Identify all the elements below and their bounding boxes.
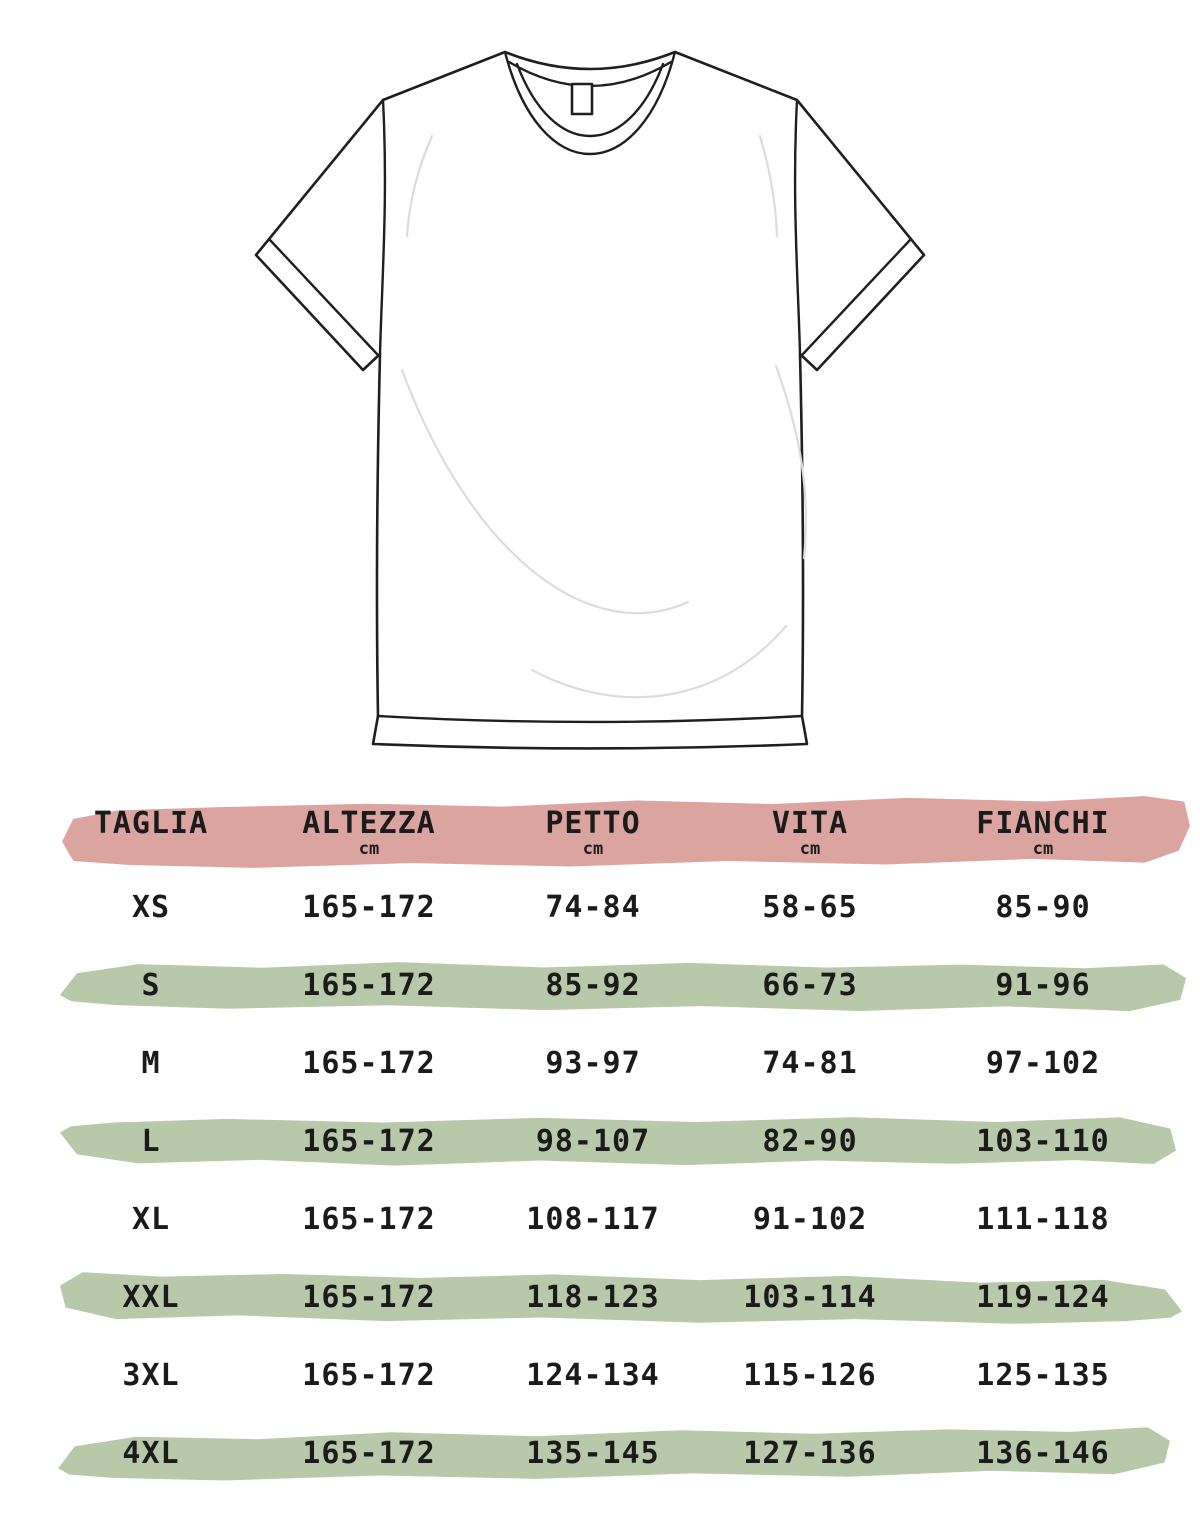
- cell-petto: 98-107: [535, 1123, 651, 1159]
- cell-altezza: 165-172: [302, 889, 436, 925]
- cell-fianchi: 103-110: [976, 1123, 1110, 1159]
- cell-petto: 135-145: [526, 1435, 660, 1471]
- cell-petto: 93-97: [545, 1045, 641, 1081]
- tshirt-neckband-inner: [515, 62, 665, 137]
- table-row-m: M 165-172 93-97 74-81 97-102: [62, 1024, 1190, 1102]
- tshirt-wrinkle-hem: [530, 624, 788, 699]
- table-row-3xl: 3XL 165-172 124-134 115-126 125-135: [62, 1336, 1190, 1414]
- tshirt-wrinkle-torso-large: [400, 368, 690, 615]
- table-row-xxl: XXL 165-172 118-123 103-114 119-124: [62, 1258, 1190, 1336]
- header-petto: PETTO cm: [498, 794, 688, 868]
- cell-vita: 58-65: [762, 889, 858, 925]
- header-label: FIANCHI: [976, 805, 1110, 841]
- table-row-s: S 165-172 85-92 66-73 91-96: [62, 946, 1190, 1024]
- cell-fianchi: 85-90: [995, 889, 1091, 925]
- header-fianchi: FIANCHI cm: [932, 794, 1190, 868]
- cell-size: M: [141, 1045, 161, 1081]
- tshirt-right-cuff-line: [801, 238, 912, 356]
- tshirt-left-armhole-line: [378, 98, 387, 356]
- cell-vita: 127-136: [743, 1435, 877, 1471]
- cell-petto: 85-92: [545, 967, 641, 1003]
- cell-size: 3XL: [122, 1357, 180, 1393]
- header-label: PETTO: [545, 805, 641, 841]
- cell-size: L: [141, 1123, 161, 1159]
- cell-size: XL: [131, 1201, 171, 1237]
- tshirt-wrinkle-right-side: [774, 364, 807, 560]
- cell-size: 4XL: [122, 1435, 180, 1471]
- header-taglia: TAGLIA: [62, 794, 240, 868]
- tshirt-neck-tag: [570, 82, 594, 116]
- header-label: VITA: [771, 805, 849, 841]
- size-table: TAGLIA ALTEZZA cm PETTO cm VITA cm FIANC…: [62, 794, 1190, 1492]
- header-altezza: ALTEZZA cm: [240, 794, 498, 868]
- cell-vita: 66-73: [762, 967, 858, 1003]
- cell-size: S: [141, 967, 161, 1003]
- cell-vita: 82-90: [762, 1123, 858, 1159]
- header-vita: VITA cm: [688, 794, 932, 868]
- cell-size: XXL: [122, 1279, 180, 1315]
- cell-altezza: 165-172: [302, 1279, 436, 1315]
- tshirt-neckband-outer: [503, 50, 677, 156]
- cell-altezza: 165-172: [302, 1201, 436, 1237]
- tshirt-left-cuff-line: [268, 238, 379, 356]
- header-label: TAGLIA: [93, 805, 209, 841]
- tshirt-right-armhole-line: [793, 98, 802, 356]
- header-label: ALTEZZA: [302, 805, 436, 841]
- tshirt-outline-svg: [254, 50, 926, 750]
- cell-vita: 91-102: [752, 1201, 868, 1237]
- cell-petto: 118-123: [526, 1279, 660, 1315]
- cell-altezza: 165-172: [302, 1045, 436, 1081]
- cell-petto: 108-117: [526, 1201, 660, 1237]
- cell-fianchi: 97-102: [985, 1045, 1101, 1081]
- cell-vita: 103-114: [743, 1279, 877, 1315]
- cell-fianchi: 91-96: [995, 967, 1091, 1003]
- cell-size: XS: [131, 889, 171, 925]
- tshirt-wrinkle-left-chest: [405, 134, 434, 238]
- table-row-xl: XL 165-172 108-117 91-102 111-118: [62, 1180, 1190, 1258]
- tshirt-body-outline: [254, 50, 926, 750]
- cell-petto: 124-134: [526, 1357, 660, 1393]
- tshirt-hem-line: [376, 714, 804, 724]
- cell-fianchi: 125-135: [976, 1357, 1110, 1393]
- cell-altezza: 165-172: [302, 1435, 436, 1471]
- header-unit: cm: [582, 839, 604, 860]
- cell-fianchi: 111-118: [976, 1201, 1110, 1237]
- table-row-4xl: 4XL 165-172 135-145 127-136 136-146: [62, 1414, 1190, 1492]
- cell-altezza: 165-172: [302, 1357, 436, 1393]
- header-unit: cm: [1032, 839, 1054, 860]
- tshirt-wrinkle-right-chest: [758, 134, 779, 238]
- table-row-xs: XS 165-172 74-84 58-65 85-90: [62, 868, 1190, 946]
- cell-fianchi: 119-124: [976, 1279, 1110, 1315]
- cell-petto: 74-84: [545, 889, 641, 925]
- cell-altezza: 165-172: [302, 967, 436, 1003]
- table-header-row: TAGLIA ALTEZZA cm PETTO cm VITA cm FIANC…: [62, 794, 1190, 868]
- tshirt-illustration: [220, 18, 980, 763]
- cell-vita: 115-126: [743, 1357, 877, 1393]
- table-row-l: L 165-172 98-107 82-90 103-110: [62, 1102, 1190, 1180]
- cell-vita: 74-81: [762, 1045, 858, 1081]
- header-unit: cm: [358, 839, 380, 860]
- cell-fianchi: 136-146: [976, 1435, 1110, 1471]
- header-unit: cm: [799, 839, 821, 860]
- cell-altezza: 165-172: [302, 1123, 436, 1159]
